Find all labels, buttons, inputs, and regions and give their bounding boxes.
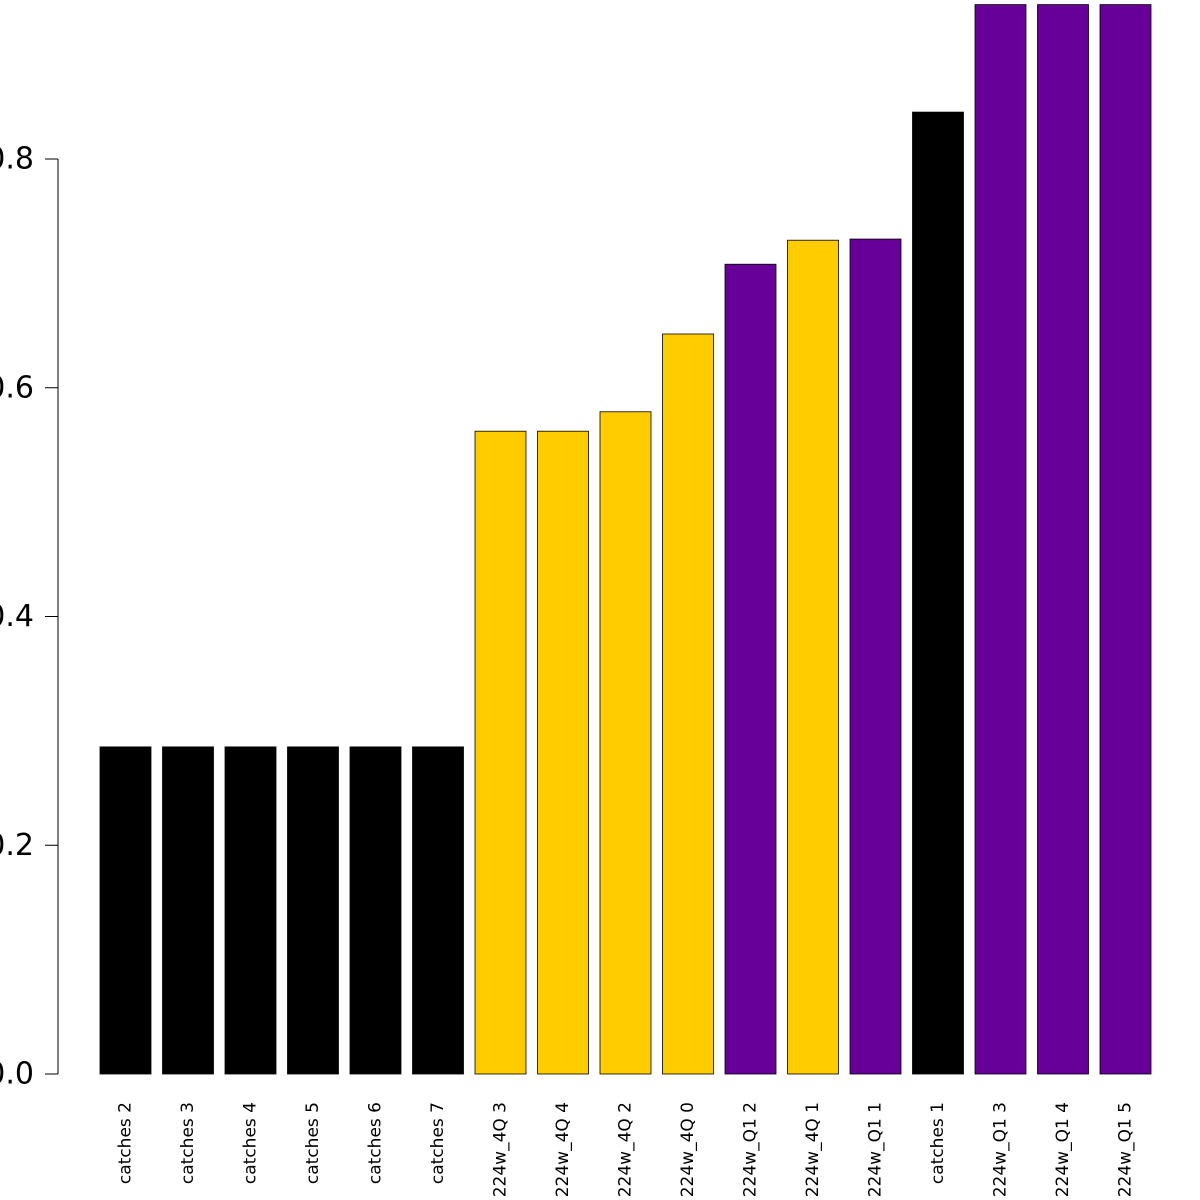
- bar: [974, 4, 1027, 1075]
- x-tick-label: 224w_4Q 3: [491, 1102, 511, 1197]
- y-tick-label: 0.0: [0, 1057, 34, 1092]
- bar: [1099, 4, 1152, 1075]
- y-tick-label: 0.2: [0, 828, 34, 863]
- x-tick-label: catches 5: [303, 1102, 323, 1184]
- bar: [849, 238, 902, 1075]
- bar: [787, 239, 839, 1075]
- x-tick-label: 224w_4Q 4: [553, 1102, 573, 1197]
- bar: [412, 746, 464, 1075]
- y-axis: 0.0 0.2 0.4 0.6 0.8: [0, 142, 59, 1092]
- y-tick-label: 0.4: [0, 599, 34, 634]
- bar: [1037, 4, 1089, 1075]
- x-tick-label: 224w_Q1 1: [866, 1102, 886, 1197]
- x-tick-label: 224w_4Q 1: [803, 1102, 823, 1197]
- bar: [99, 746, 152, 1075]
- x-tick-label: catches 1: [928, 1102, 948, 1184]
- x-tick-label: 224w_Q1 3: [991, 1102, 1011, 1197]
- bar: [662, 333, 714, 1075]
- x-tick-label: 224w_Q1 4: [1053, 1102, 1073, 1197]
- x-tick-label: 224w_4Q 0: [678, 1102, 698, 1197]
- x-tick-label: catches 3: [178, 1102, 198, 1184]
- bar: [724, 263, 777, 1075]
- y-tick-label: 0.8: [0, 142, 34, 177]
- bar: [224, 746, 277, 1075]
- bar: [537, 430, 589, 1075]
- bar: [162, 746, 214, 1075]
- x-tick-label: catches 4: [241, 1102, 261, 1184]
- bar: [912, 111, 964, 1075]
- x-tick-label: 224w_Q1 2: [741, 1102, 761, 1197]
- x-axis-labels: catches 2 catches 3 catches 4 catches 5 catc…: [116, 1102, 1136, 1197]
- bar: [349, 746, 402, 1075]
- y-tick-label: 0.6: [0, 370, 34, 405]
- bars: [99, 4, 1152, 1075]
- bar: [287, 746, 339, 1075]
- x-tick-label: 224w_Q1 5: [1116, 1102, 1136, 1197]
- bar: [599, 411, 652, 1075]
- x-tick-label: catches 6: [366, 1102, 386, 1184]
- x-tick-label: catches 7: [428, 1102, 448, 1184]
- x-tick-label: catches 2: [116, 1102, 136, 1184]
- bar: [474, 430, 527, 1075]
- x-tick-label: 224w_4Q 2: [616, 1102, 636, 1197]
